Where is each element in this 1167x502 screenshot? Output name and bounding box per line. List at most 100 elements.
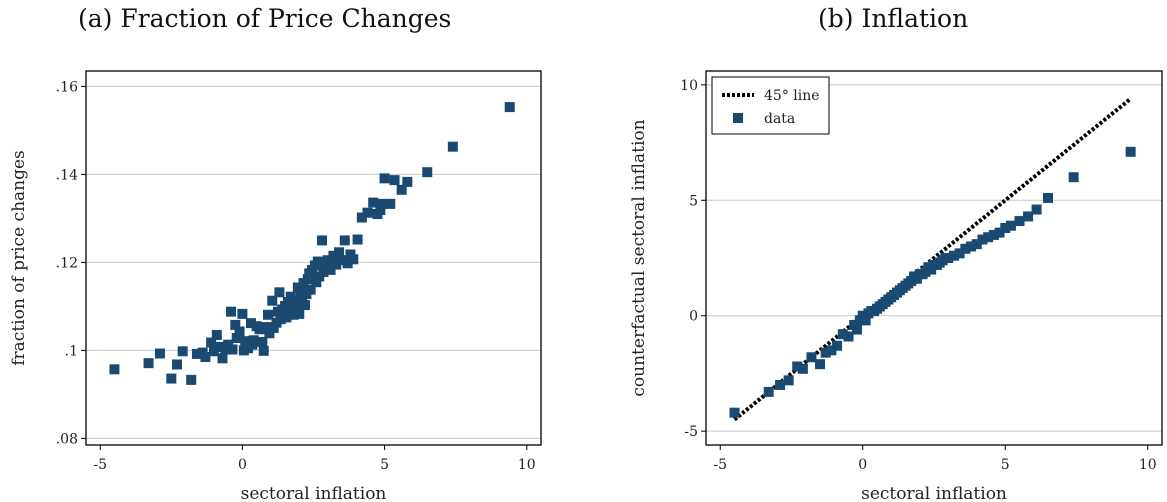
data-point <box>977 234 988 245</box>
data-point <box>943 253 954 263</box>
data-point <box>275 314 286 325</box>
data-point <box>362 207 373 218</box>
y-tick-label: -5 <box>684 424 698 440</box>
data-point <box>245 318 256 329</box>
data-point <box>966 241 977 252</box>
data-point <box>368 197 379 208</box>
data-point <box>227 344 238 355</box>
data-point <box>248 335 259 346</box>
x-tick-label: 5 <box>380 457 389 473</box>
data-point <box>226 306 237 317</box>
data-point <box>1125 146 1136 157</box>
data-point <box>1014 216 1025 227</box>
data-point <box>281 312 292 323</box>
data-point <box>960 243 971 254</box>
y-tick-label: 0 <box>689 309 698 325</box>
data-point <box>211 330 222 340</box>
x-axis-label: sectoral inflation <box>861 484 1007 502</box>
data-point <box>172 359 182 370</box>
data-point <box>264 328 275 339</box>
data-point <box>396 184 407 195</box>
x-axis-label: sectoral inflation <box>241 484 387 502</box>
data-point <box>860 315 871 326</box>
data-point <box>352 234 363 245</box>
data-point <box>263 309 273 320</box>
chart-a: .08 .1 .12 .14 .16 -5 0 5 10 sectoral inflation fr… <box>9 70 542 502</box>
data-point <box>954 248 965 259</box>
data-point <box>331 259 342 270</box>
chart-a-title: (a) Fraction of Price Changes <box>78 4 452 33</box>
data-point <box>843 331 854 342</box>
data-point <box>200 352 211 362</box>
data-point <box>217 353 228 364</box>
data-point <box>1023 211 1034 222</box>
data-point <box>257 337 268 348</box>
data-point <box>268 322 279 333</box>
data-point <box>143 358 154 369</box>
data-point <box>318 267 329 278</box>
data-point <box>230 319 241 330</box>
legend-label: 45° line <box>764 88 820 104</box>
data-point <box>447 141 458 152</box>
data-point <box>261 322 272 333</box>
data-point <box>231 333 242 344</box>
data-point <box>295 287 306 298</box>
y-tick-label: .12 <box>56 255 78 271</box>
data-point <box>1068 172 1079 183</box>
data-point <box>422 167 433 178</box>
data-point <box>166 373 177 384</box>
legend-box <box>711 76 830 135</box>
data-point <box>837 329 848 340</box>
y-tick-label: 5 <box>689 193 698 209</box>
data-point <box>237 308 248 319</box>
y-axis-label: fraction of price changes <box>9 150 29 366</box>
data-point <box>983 232 994 243</box>
data-point <box>291 300 302 311</box>
data-point <box>254 324 265 335</box>
data-point <box>317 235 328 246</box>
plot-frame <box>705 70 1163 446</box>
data-point <box>214 341 225 352</box>
data-point <box>852 324 863 335</box>
data-point <box>1043 192 1053 203</box>
data-point <box>302 274 313 285</box>
data-point <box>325 264 336 275</box>
data-point <box>342 258 353 269</box>
data-point <box>299 300 310 311</box>
x-tick-label: 5 <box>1001 457 1010 473</box>
data-point <box>356 212 367 223</box>
data-point <box>797 363 808 374</box>
x-tick-label: -5 <box>713 457 727 473</box>
data-point <box>994 227 1005 238</box>
data-point <box>186 374 197 385</box>
data-point <box>154 348 165 359</box>
x-tick-label: 10 <box>518 457 536 473</box>
data-point <box>948 250 959 261</box>
data-point <box>832 340 843 351</box>
legend: 45° line data <box>711 76 830 135</box>
y-tick-label: .14 <box>56 167 78 183</box>
data-point <box>971 239 982 250</box>
data-point <box>763 386 774 397</box>
data-point <box>206 337 217 348</box>
y-axis-label: counterfactual sectoral inflation <box>629 119 649 396</box>
data-point <box>339 235 350 246</box>
data-point <box>815 359 825 370</box>
data-point <box>1005 220 1016 231</box>
data-point <box>385 198 396 209</box>
data-point <box>288 309 299 320</box>
data-point <box>504 102 515 113</box>
data-point <box>240 336 251 347</box>
x-tick-label: 0 <box>238 457 247 473</box>
data-point <box>1031 204 1042 215</box>
data-point <box>274 287 285 298</box>
data-point <box>375 205 386 216</box>
data-point <box>792 361 803 372</box>
data-point <box>328 250 339 261</box>
data-point <box>234 326 245 337</box>
data-point <box>402 176 413 187</box>
chart-b: -5 0 5 10 -5 0 5 10 sectoral inflation counterfac… <box>629 70 1163 502</box>
chart-b-title: (b) Inflation <box>818 4 969 33</box>
y-tick-label: .16 <box>56 79 78 95</box>
